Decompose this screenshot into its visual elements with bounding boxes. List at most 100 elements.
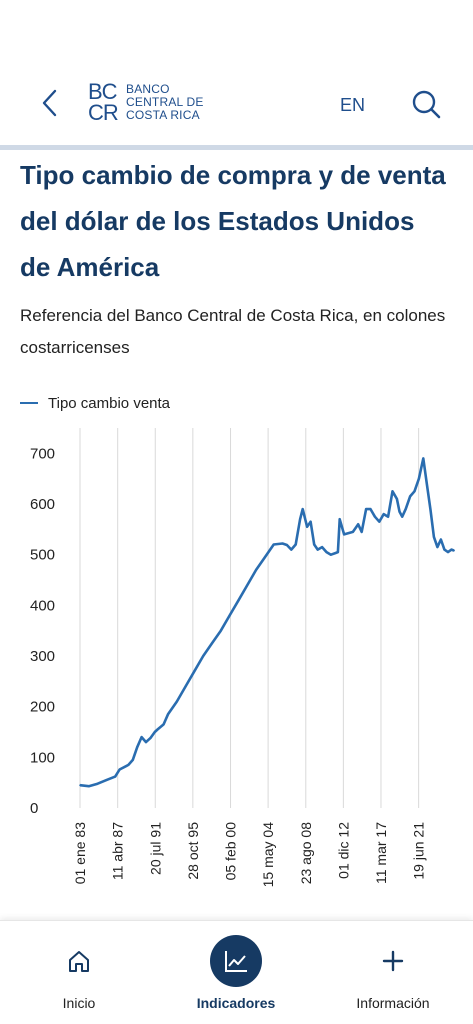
data-point (436, 546, 439, 548)
series-line-tipo-cambio-venta (79, 457, 455, 788)
data-point (149, 737, 152, 739)
legend-swatch (20, 402, 38, 404)
data-point (360, 531, 363, 533)
logo-line-1: BANCO (126, 82, 170, 96)
nav-icon-wrap (210, 935, 262, 987)
data-point (176, 700, 178, 703)
app-header: BC CR BANCO CENTRAL DE COSTA RICA EN (0, 0, 473, 150)
data-point (132, 759, 134, 761)
data-point (140, 736, 143, 738)
data-point (313, 543, 315, 546)
data-point (321, 546, 323, 548)
data-point (264, 556, 266, 558)
bccr-logo: BC CR BANCO CENTRAL DE COSTA RICA (88, 79, 228, 126)
y-tick-label: 600 (30, 496, 55, 513)
data-point (281, 542, 284, 545)
data-point (193, 670, 196, 672)
data-point (387, 515, 389, 518)
data-point (396, 498, 398, 500)
data-point (443, 548, 446, 551)
x-tick-label: 15 may 04 (260, 822, 276, 888)
data-point (306, 526, 308, 528)
data-point (114, 775, 117, 778)
exchange-rate-chart[interactable]: 01 ene 83 11 abr 87 20 jul 91 28 oct 95 05 f… (0, 420, 473, 920)
data-point (184, 685, 187, 688)
data-point (413, 490, 416, 493)
x-tick-label: 11 abr 87 (110, 822, 126, 880)
data-point (96, 782, 99, 785)
data-point (88, 785, 90, 788)
data-point (272, 543, 275, 546)
data-point (378, 520, 381, 523)
logo-line-2: CENTRAL DE (126, 95, 204, 109)
data-point (246, 584, 249, 586)
data-point (127, 764, 130, 766)
data-point (453, 549, 455, 552)
data-point (167, 713, 169, 716)
data-point (391, 490, 394, 493)
x-tick-label: 20 jul 91 (147, 822, 163, 875)
language-toggle[interactable]: EN (340, 95, 366, 115)
back-button[interactable] (38, 88, 62, 118)
data-point (325, 551, 328, 553)
nav-label-indicadores: Indicadores (196, 995, 276, 1011)
logo-line-3: COSTA RICA (126, 108, 200, 122)
data-point (118, 768, 121, 771)
data-point (294, 543, 297, 546)
data-point (211, 642, 213, 645)
data-point (382, 513, 385, 515)
data-point (286, 544, 288, 546)
logo-mark-bottom: CR (88, 100, 119, 125)
data-point (79, 784, 81, 786)
x-tick-label: 05 feb 00 (223, 822, 239, 881)
logo-text: BANCO CENTRAL DE COSTA RICA (126, 83, 204, 122)
data-point (220, 629, 222, 632)
logo-mark: BC CR (88, 79, 126, 126)
data-point (409, 495, 411, 498)
logo-mark-top: BC (88, 79, 118, 104)
data-point (365, 508, 367, 510)
data-point (447, 551, 449, 553)
x-tick-label: 01 ene 83 (72, 822, 88, 884)
x-tick-label: 28 oct 95 (185, 822, 201, 880)
x-tick-label: 23 ago 08 (298, 822, 314, 884)
data-point (334, 552, 337, 554)
nav-item-indicadores[interactable]: Indicadores (161, 921, 311, 1024)
data-point (290, 548, 293, 551)
data-point (418, 477, 420, 480)
data-point (316, 548, 319, 551)
y-tick-label: 300 (30, 648, 55, 665)
bottom-navigation: Inicio Indicadores Información (0, 920, 473, 1024)
x-tick-label: 19 jun 21 (411, 822, 427, 880)
nav-icon-wrap (53, 935, 105, 987)
data-point (202, 655, 205, 657)
data-point (440, 538, 442, 541)
page-subtitle: Referencia del Banco Central de Costa Ri… (20, 306, 446, 357)
chart-legend[interactable]: Tipo cambio venta (20, 392, 170, 414)
data-point (398, 510, 401, 513)
data-point (105, 779, 108, 781)
chart-icon (225, 951, 247, 972)
data-point (156, 728, 159, 731)
nav-item-inicio[interactable]: Inicio (4, 921, 154, 1024)
plus-icon (382, 950, 404, 972)
data-point (450, 548, 453, 551)
data-point (237, 599, 240, 602)
data-point (309, 520, 312, 523)
data-point (352, 531, 354, 533)
search-button[interactable] (410, 88, 442, 120)
data-point (404, 508, 407, 510)
data-point (330, 553, 332, 556)
nav-item-informacion[interactable]: Información (318, 921, 468, 1024)
data-point (301, 508, 304, 510)
y-tick-label: 100 (30, 749, 55, 766)
data-point (369, 508, 372, 510)
data-point (338, 518, 341, 520)
nav-icon-wrap (367, 935, 419, 987)
data-point (255, 569, 257, 571)
x-tick-label: 11 mar 17 (373, 822, 389, 884)
data-point (136, 746, 139, 748)
header-divider (0, 145, 473, 150)
data-point (401, 515, 403, 518)
y-tick-label: 400 (30, 597, 55, 614)
